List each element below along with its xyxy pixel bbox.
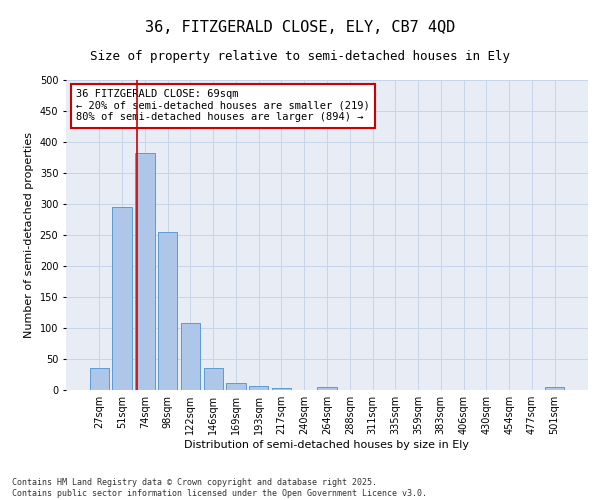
Bar (203, 368, 223, 390)
Bar (317, 387, 337, 390)
Text: 36 FITZGERALD CLOSE: 69sqm
← 20% of semi-detached houses are smaller (219)
80% o: 36 FITZGERALD CLOSE: 69sqm ← 20% of semi… (76, 90, 370, 122)
Text: Contains HM Land Registry data © Crown copyright and database right 2025.
Contai: Contains HM Land Registry data © Crown c… (12, 478, 427, 498)
Bar (90, 368, 109, 390)
Y-axis label: Number of semi-detached properties: Number of semi-detached properties (24, 132, 34, 338)
Text: 36, FITZGERALD CLOSE, ELY, CB7 4QD: 36, FITZGERALD CLOSE, ELY, CB7 4QD (145, 20, 455, 35)
Bar (181, 323, 200, 390)
Bar (135, 152, 155, 390)
Bar (249, 386, 268, 390)
Bar (112, 207, 132, 390)
Bar (226, 383, 245, 390)
X-axis label: Distribution of semi-detached houses by size in Ely: Distribution of semi-detached houses by … (185, 440, 470, 450)
Bar (272, 388, 291, 390)
Bar (158, 232, 178, 390)
Text: Size of property relative to semi-detached houses in Ely: Size of property relative to semi-detach… (90, 50, 510, 63)
Bar (545, 387, 564, 390)
